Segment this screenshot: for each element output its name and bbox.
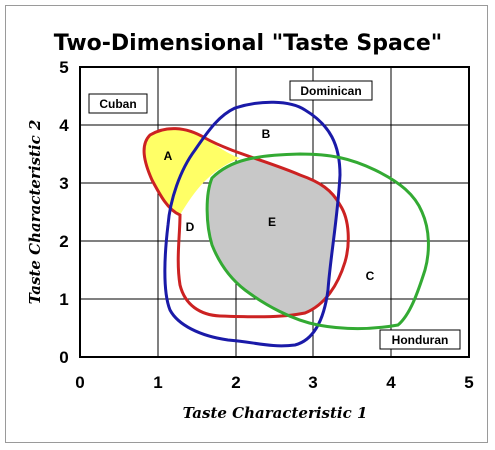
y-axis-ticks: 0 1 2 3 4 5 (59, 58, 69, 367)
region-label-b: B (262, 127, 271, 141)
label-cuban: Cuban (99, 97, 136, 111)
label-box-cuban-border (88, 93, 148, 114)
x-tick-label: 5 (464, 373, 473, 392)
label-box-dominican-border (289, 80, 373, 101)
region-label-c: C (366, 269, 375, 283)
cuban-outline (142, 127, 350, 319)
x-axis-ticks: 0 1 2 3 4 5 (75, 373, 473, 392)
dominican-outline (163, 100, 342, 348)
label-dominican: Dominican (300, 84, 361, 98)
region-label-a: A (164, 149, 173, 163)
label-box-dominican: Dominican (289, 80, 373, 101)
region-e-fill (207, 154, 340, 317)
y-tick-label: 3 (59, 174, 68, 193)
x-axis-label: Taste Characteristic 1 (183, 404, 368, 422)
honduran-outline (205, 152, 430, 331)
x-tick-label: 0 (75, 373, 84, 392)
y-tick-label: 4 (59, 116, 69, 135)
region-a-fill (144, 128, 240, 215)
y-tick-label: 2 (59, 232, 68, 251)
x-tick-label: 3 (308, 373, 317, 392)
region-label-e: E (268, 215, 276, 229)
y-tick-label: 0 (59, 348, 68, 367)
y-tick-label: 1 (59, 290, 68, 309)
x-tick-label: 4 (386, 373, 396, 392)
region-label-d: D (186, 220, 195, 234)
x-tick-label: 1 (153, 373, 162, 392)
label-honduran: Honduran (392, 333, 449, 347)
y-axis-label: Taste Characteristic 2 (26, 120, 44, 305)
label-box-honduran: Honduran (379, 329, 461, 350)
label-box-cuban: Cuban (88, 93, 148, 114)
y-tick-label: 5 (59, 58, 68, 77)
chart-title: Two-Dimensional "Taste Space" (54, 31, 442, 56)
x-tick-label: 2 (231, 373, 240, 392)
label-box-honduran-border (379, 329, 461, 350)
